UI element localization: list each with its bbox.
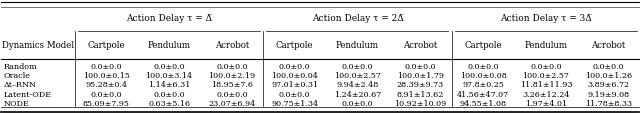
Text: 100.0±1.79: 100.0±1.79 <box>397 72 444 80</box>
Text: Action Delay τ = Δ̅: Action Delay τ = Δ̅ <box>126 14 212 23</box>
Text: 10.92±10.09: 10.92±10.09 <box>394 99 446 107</box>
Text: Acrobot: Acrobot <box>591 41 626 50</box>
Text: 28.39±9.73: 28.39±9.73 <box>397 81 444 89</box>
Text: 0.0±0.0: 0.0±0.0 <box>90 90 122 98</box>
Text: 0.0±0.0: 0.0±0.0 <box>153 63 185 71</box>
Text: 100.0±2.57: 100.0±2.57 <box>334 72 381 80</box>
Text: 1.24±20.67: 1.24±20.67 <box>334 90 381 98</box>
Text: 0.0±0.0: 0.0±0.0 <box>216 63 248 71</box>
Text: Cartpole: Cartpole <box>276 41 314 50</box>
Text: Pendulum: Pendulum <box>524 41 567 50</box>
Text: 41.56±47.07: 41.56±47.07 <box>457 90 509 98</box>
Text: 0.0±0.0: 0.0±0.0 <box>593 63 625 71</box>
Text: 100.0±1.26: 100.0±1.26 <box>585 72 632 80</box>
Text: 0.0±0.0: 0.0±0.0 <box>90 63 122 71</box>
Text: Δt–RNN: Δt–RNN <box>4 81 37 89</box>
Text: 100.0±2.57: 100.0±2.57 <box>522 72 569 80</box>
Text: Acrobot: Acrobot <box>215 41 249 50</box>
Text: 3.26±12.24: 3.26±12.24 <box>522 90 570 98</box>
Text: Oracle: Oracle <box>4 72 31 80</box>
Text: Action Delay τ = 2Δ̅: Action Delay τ = 2Δ̅ <box>312 14 403 23</box>
Text: 85.09±7.95: 85.09±7.95 <box>83 99 130 107</box>
Text: 1.14±6.31: 1.14±6.31 <box>148 81 190 89</box>
Text: 9.94±2.48: 9.94±2.48 <box>336 81 379 89</box>
Text: 11.81±11.93: 11.81±11.93 <box>520 81 572 89</box>
Text: 100.0±0.08: 100.0±0.08 <box>460 72 506 80</box>
Text: 0.0±0.0: 0.0±0.0 <box>467 63 499 71</box>
Text: 0.0±0.0: 0.0±0.0 <box>153 90 185 98</box>
Text: 0.0±0.0: 0.0±0.0 <box>342 99 373 107</box>
Text: Cartpole: Cartpole <box>88 41 125 50</box>
Text: 97.01±0.31: 97.01±0.31 <box>271 81 318 89</box>
Text: 100.0±0.15: 100.0±0.15 <box>83 72 130 80</box>
Text: 1.97±4.01: 1.97±4.01 <box>525 99 567 107</box>
Text: Acrobot: Acrobot <box>403 41 437 50</box>
Text: Cartpole: Cartpole <box>464 41 502 50</box>
Text: 3.89±6.72: 3.89±6.72 <box>588 81 630 89</box>
Text: 8.91±13.62: 8.91±13.62 <box>397 90 444 98</box>
Text: NODE: NODE <box>4 99 29 107</box>
Text: 0.0±0.0: 0.0±0.0 <box>216 90 248 98</box>
Text: 0.0±0.0: 0.0±0.0 <box>342 63 373 71</box>
Text: Latent-ODE: Latent-ODE <box>4 90 52 98</box>
Text: Pendulum: Pendulum <box>148 41 191 50</box>
Text: 100.0±0.04: 100.0±0.04 <box>271 72 318 80</box>
Text: Pendulum: Pendulum <box>336 41 379 50</box>
Text: 0.63±5.16: 0.63±5.16 <box>148 99 190 107</box>
Text: 100.0±2.19: 100.0±2.19 <box>208 72 255 80</box>
Text: 9.19±9.08: 9.19±9.08 <box>588 90 630 98</box>
Text: 0.0±0.0: 0.0±0.0 <box>279 63 310 71</box>
Text: 11.78±8.33: 11.78±8.33 <box>585 99 632 107</box>
Text: 23.07±6.94: 23.07±6.94 <box>208 99 255 107</box>
Text: Dynamics Model: Dynamics Model <box>2 41 74 50</box>
Text: Random: Random <box>4 63 38 71</box>
Text: 95.28±0.4: 95.28±0.4 <box>85 81 127 89</box>
Text: 94.55±1.08: 94.55±1.08 <box>460 99 506 107</box>
Text: 0.0±0.0: 0.0±0.0 <box>530 63 562 71</box>
Text: 100.0±3.14: 100.0±3.14 <box>145 72 193 80</box>
Text: 90.75±1.34: 90.75±1.34 <box>271 99 318 107</box>
Text: 97.8±0.25: 97.8±0.25 <box>462 81 504 89</box>
Text: 18.95±7.6: 18.95±7.6 <box>211 81 253 89</box>
Text: 0.0±0.0: 0.0±0.0 <box>279 90 310 98</box>
Text: 0.0±0.0: 0.0±0.0 <box>404 63 436 71</box>
Text: Action Delay τ = 3Δ̅: Action Delay τ = 3Δ̅ <box>500 14 592 23</box>
